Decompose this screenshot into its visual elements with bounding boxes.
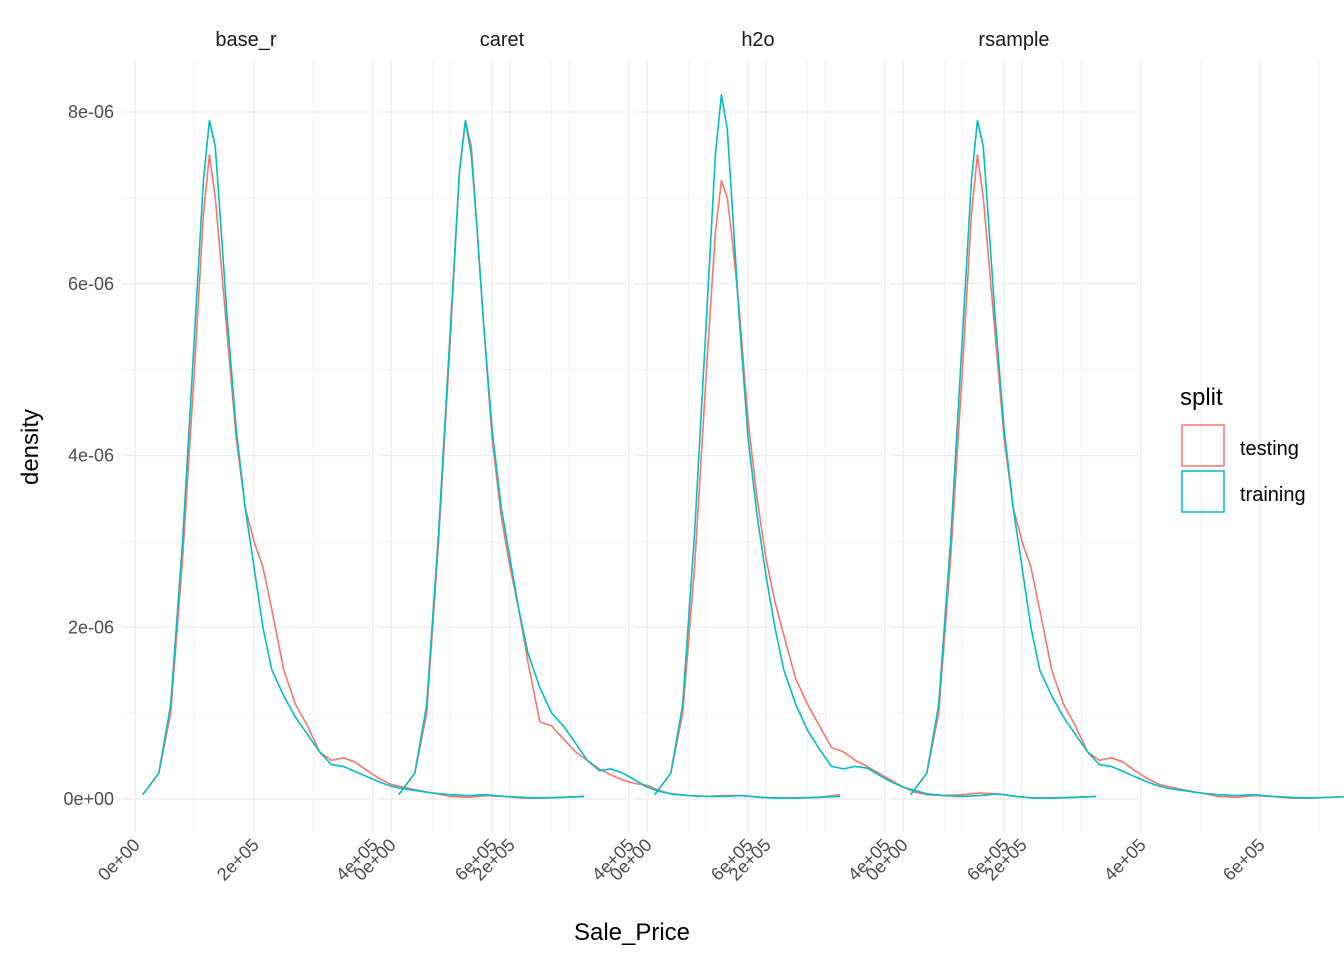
series-line-testing-h2o <box>654 179 1097 799</box>
panel-strips: base_r caret h2o rsample <box>215 29 1049 51</box>
panel-strip-label: rsample <box>978 29 1049 51</box>
x-tick-label: 0e+00 <box>94 835 144 885</box>
series-line-training-base_r <box>142 119 585 799</box>
legend-label-testing: testing <box>1240 438 1299 460</box>
legend-key-training <box>1181 470 1225 513</box>
y-tick-label: 0e+00 <box>63 789 114 809</box>
series-line-training-caret <box>398 119 841 799</box>
series-line-testing-rsample <box>910 154 1344 799</box>
panel-strip-label: h2o <box>741 29 774 51</box>
x-tick-label: 2e+05 <box>213 835 263 885</box>
legend-label-training: training <box>1240 484 1306 506</box>
series-line-testing-base_r <box>142 154 585 799</box>
panel-strip-label: caret <box>480 29 525 51</box>
panel-strip-label: base_r <box>215 29 276 51</box>
legend-key-testing <box>1181 424 1225 467</box>
x-axis-title: Sale_Price <box>574 919 690 946</box>
series-line-training-h2o <box>654 94 1097 799</box>
y-axis-title: density <box>17 409 44 485</box>
series-layer <box>142 94 1344 799</box>
grid-layer <box>122 60 1320 832</box>
series-line-testing-caret <box>398 119 841 799</box>
legend-title: split <box>1180 384 1223 411</box>
y-tick-label: 8e-06 <box>68 102 114 122</box>
legend: split testing training <box>1180 384 1306 513</box>
y-tick-label: 4e-06 <box>68 446 114 466</box>
x-tick-label: 6e+05 <box>1219 835 1269 885</box>
y-tick-label: 6e-06 <box>68 274 114 294</box>
y-tick-label: 2e-06 <box>68 617 114 637</box>
series-line-training-rsample <box>910 119 1344 799</box>
y-axis-ticks: 0e+00 2e-06 4e-06 6e-06 8e-06 <box>63 102 114 809</box>
x-tick-label: 4e+05 <box>1100 835 1150 885</box>
